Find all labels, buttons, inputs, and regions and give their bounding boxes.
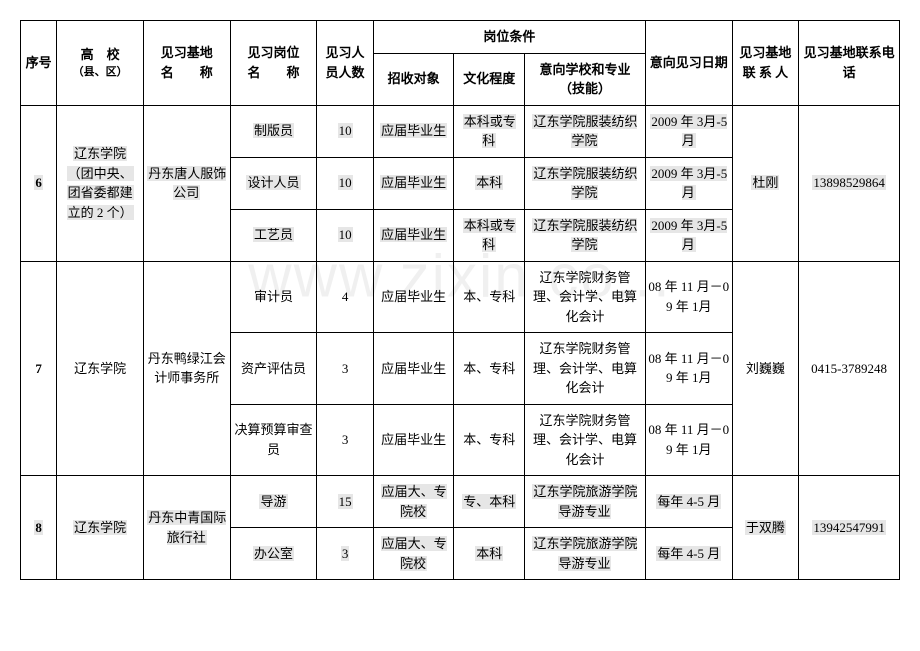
cell-edu: 本科或专科	[454, 209, 525, 261]
cell-date: 08 年 11 月－09 年 1月	[645, 333, 732, 405]
th-base-l2: 名 称	[161, 65, 213, 80]
th-seq: 序号	[21, 21, 57, 106]
cell-target: 应届毕业生	[373, 209, 454, 261]
cell-pref: 辽东学院财务管理、会计学、电算化会计	[524, 404, 645, 476]
cell-count: 10	[317, 157, 373, 209]
cell-count: 10	[317, 209, 373, 261]
cell-date: 08 年 11 月－09 年 1月	[645, 404, 732, 476]
cell-contact: 于双腾	[732, 476, 799, 580]
th-date: 意向见习日期	[645, 21, 732, 106]
cell-count: 3	[317, 404, 373, 476]
cell-edu: 本科或专科	[454, 105, 525, 157]
th-school-label: 高 校	[81, 47, 120, 62]
cell-seq: 8	[21, 476, 57, 580]
cell-school: 辽东学院（团中央、团省委都建立的 2 个）	[57, 105, 144, 261]
cell-pref: 辽东学院服装纺织学院	[524, 105, 645, 157]
cell-seq: 7	[21, 261, 57, 476]
th-phone: 见习基地联系电话	[799, 21, 900, 106]
cell-pref: 辽东学院财务管理、会计学、电算化会计	[524, 333, 645, 405]
cell-pref: 辽东学院服装纺织学院	[524, 157, 645, 209]
th-conditions: 岗位条件	[373, 21, 645, 54]
cell-pref: 辽东学院财务管理、会计学、电算化会计	[524, 261, 645, 333]
th-pos-l2: 名 称	[247, 65, 299, 80]
th-pos-l1: 见习岗位	[247, 45, 299, 60]
th-edu: 文化程度	[454, 53, 525, 105]
cell-phone: 13942547991	[799, 476, 900, 580]
cell-count: 3	[317, 333, 373, 405]
cell-position: 审计员	[230, 261, 317, 333]
cell-base: 丹东鸭绿江会计师事务所	[143, 261, 230, 476]
table-header: 序号 高 校 （县、区） 见习基地 名 称 见习岗位 名 称 见习人员人数 岗位…	[21, 21, 900, 106]
table-row: 8辽东学院丹东中青国际旅行社导游15应届大、专院校专、本科辽东学院旅游学院导游专…	[21, 476, 900, 528]
cell-base: 丹东唐人服饰公司	[143, 105, 230, 261]
cell-pref: 辽东学院旅游学院导游专业	[524, 528, 645, 580]
cell-target: 应届毕业生	[373, 404, 454, 476]
cell-edu: 本、专科	[454, 261, 525, 333]
table-row: 7辽东学院丹东鸭绿江会计师事务所审计员4应届毕业生本、专科辽东学院财务管理、会计…	[21, 261, 900, 333]
cell-pref: 辽东学院旅游学院导游专业	[524, 476, 645, 528]
internship-table: 序号 高 校 （县、区） 见习基地 名 称 见习岗位 名 称 见习人员人数 岗位…	[20, 20, 900, 580]
cell-edu: 本、专科	[454, 333, 525, 405]
cell-position: 导游	[230, 476, 317, 528]
cell-base: 丹东中青国际旅行社	[143, 476, 230, 580]
cell-position: 决算预算审查员	[230, 404, 317, 476]
cell-count: 4	[317, 261, 373, 333]
cell-date: 每年 4-5 月	[645, 476, 732, 528]
cell-count: 15	[317, 476, 373, 528]
cell-target: 应届毕业生	[373, 261, 454, 333]
cell-contact: 刘巍巍	[732, 261, 799, 476]
cell-position: 制版员	[230, 105, 317, 157]
cell-target: 应届毕业生	[373, 333, 454, 405]
cell-school: 辽东学院	[57, 261, 144, 476]
cell-contact: 杜刚	[732, 105, 799, 261]
page-wrap: www.zixin.co... 序号 高 校 （县、区） 见习基地 名 称 见习…	[20, 20, 900, 580]
cell-date: 每年 4-5 月	[645, 528, 732, 580]
th-target: 招收对象	[373, 53, 454, 105]
table-row: 6辽东学院（团中央、团省委都建立的 2 个）丹东唐人服饰公司制版员10应届毕业生…	[21, 105, 900, 157]
cell-position: 办公室	[230, 528, 317, 580]
cell-position: 资产评估员	[230, 333, 317, 405]
th-school-sub: （县、区）	[59, 64, 141, 81]
cell-seq: 6	[21, 105, 57, 261]
cell-pref: 辽东学院服装纺织学院	[524, 209, 645, 261]
th-pref: 意向学校和专业（技能）	[524, 53, 645, 105]
table-body: 6辽东学院（团中央、团省委都建立的 2 个）丹东唐人服饰公司制版员10应届毕业生…	[21, 105, 900, 580]
cell-target: 应届大、专院校	[373, 528, 454, 580]
cell-school: 辽东学院	[57, 476, 144, 580]
th-school: 高 校 （县、区）	[57, 21, 144, 106]
cell-target: 应届毕业生	[373, 157, 454, 209]
cell-position: 工艺员	[230, 209, 317, 261]
th-base: 见习基地 名 称	[143, 21, 230, 106]
cell-position: 设计人员	[230, 157, 317, 209]
cell-edu: 本、专科	[454, 404, 525, 476]
cell-count: 10	[317, 105, 373, 157]
cell-edu: 专、本科	[454, 476, 525, 528]
cell-edu: 本科	[454, 528, 525, 580]
cell-date: 08 年 11 月－09 年 1月	[645, 261, 732, 333]
cell-target: 应届大、专院校	[373, 476, 454, 528]
cell-edu: 本科	[454, 157, 525, 209]
th-count: 见习人员人数	[317, 21, 373, 106]
cell-count: 3	[317, 528, 373, 580]
cell-target: 应届毕业生	[373, 105, 454, 157]
th-position: 见习岗位 名 称	[230, 21, 317, 106]
cell-phone: 13898529864	[799, 105, 900, 261]
cell-phone: 0415-3789248	[799, 261, 900, 476]
th-base-l1: 见习基地	[161, 45, 213, 60]
th-contact: 见习基地联 系 人	[732, 21, 799, 106]
cell-date: 2009 年 3月-5 月	[645, 209, 732, 261]
cell-date: 2009 年 3月-5 月	[645, 105, 732, 157]
cell-date: 2009 年 3月-5 月	[645, 157, 732, 209]
